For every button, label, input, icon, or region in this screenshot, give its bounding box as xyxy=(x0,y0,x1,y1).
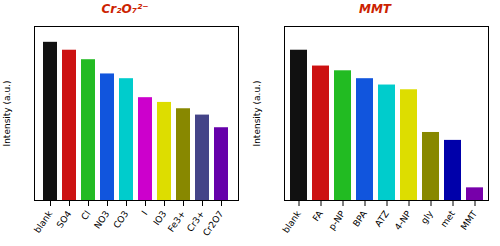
svg-text:4-NP: 4-NP xyxy=(393,208,414,232)
svg-text:SO4: SO4 xyxy=(55,209,74,230)
svg-text:Fe3+: Fe3+ xyxy=(166,209,188,234)
svg-text:Cl: Cl xyxy=(79,209,92,222)
svg-text:NO3: NO3 xyxy=(92,209,111,231)
svg-text:CO3: CO3 xyxy=(111,209,130,230)
html-text:MMT: MMT xyxy=(359,2,391,16)
svg-text:MMT: MMT xyxy=(459,208,480,231)
svg-text:IO3: IO3 xyxy=(151,209,168,227)
svg-text:Intensity (a.u.): Intensity (a.u.) xyxy=(2,81,12,147)
svg-text:Intensity (a.u.): Intensity (a.u.) xyxy=(252,81,262,147)
svg-text:met: met xyxy=(439,208,458,229)
svg-text:p-NP: p-NP xyxy=(327,208,348,232)
svg-text:blank: blank xyxy=(281,208,304,235)
svg-text:FA: FA xyxy=(311,208,326,223)
svg-text:I: I xyxy=(140,209,150,217)
html-text:Cr₂O₇²⁻: Cr₂O₇²⁻ xyxy=(101,2,149,16)
svg-text:BPA: BPA xyxy=(351,208,370,229)
svg-text:gly: gly xyxy=(419,208,435,225)
svg-text:ATZ: ATZ xyxy=(373,209,391,229)
svg-text:Cr2O7: Cr2O7 xyxy=(201,209,226,238)
svg-text:blank: blank xyxy=(32,208,55,235)
svg-text:Cr3+: Cr3+ xyxy=(185,208,207,234)
